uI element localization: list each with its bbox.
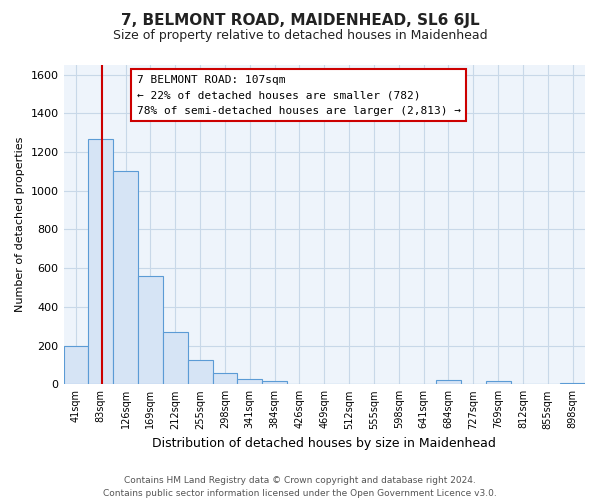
Text: 7 BELMONT ROAD: 107sqm
← 22% of detached houses are smaller (782)
78% of semi-de: 7 BELMONT ROAD: 107sqm ← 22% of detached… [137,74,461,116]
Bar [436,380,461,384]
Bar [64,346,88,385]
Bar [262,382,287,384]
Bar [88,138,113,384]
X-axis label: Distribution of detached houses by size in Maidenhead: Distribution of detached houses by size … [152,437,496,450]
Bar [138,276,163,384]
Bar [113,172,138,384]
Bar [163,332,188,384]
Text: Size of property relative to detached houses in Maidenhead: Size of property relative to detached ho… [113,29,487,42]
Bar [485,382,511,384]
Bar [188,360,212,384]
Y-axis label: Number of detached properties: Number of detached properties [15,137,25,312]
Text: 7, BELMONT ROAD, MAIDENHEAD, SL6 6JL: 7, BELMONT ROAD, MAIDENHEAD, SL6 6JL [121,12,479,28]
Bar [212,372,238,384]
Bar [238,378,262,384]
Text: Contains HM Land Registry data © Crown copyright and database right 2024.
Contai: Contains HM Land Registry data © Crown c… [103,476,497,498]
